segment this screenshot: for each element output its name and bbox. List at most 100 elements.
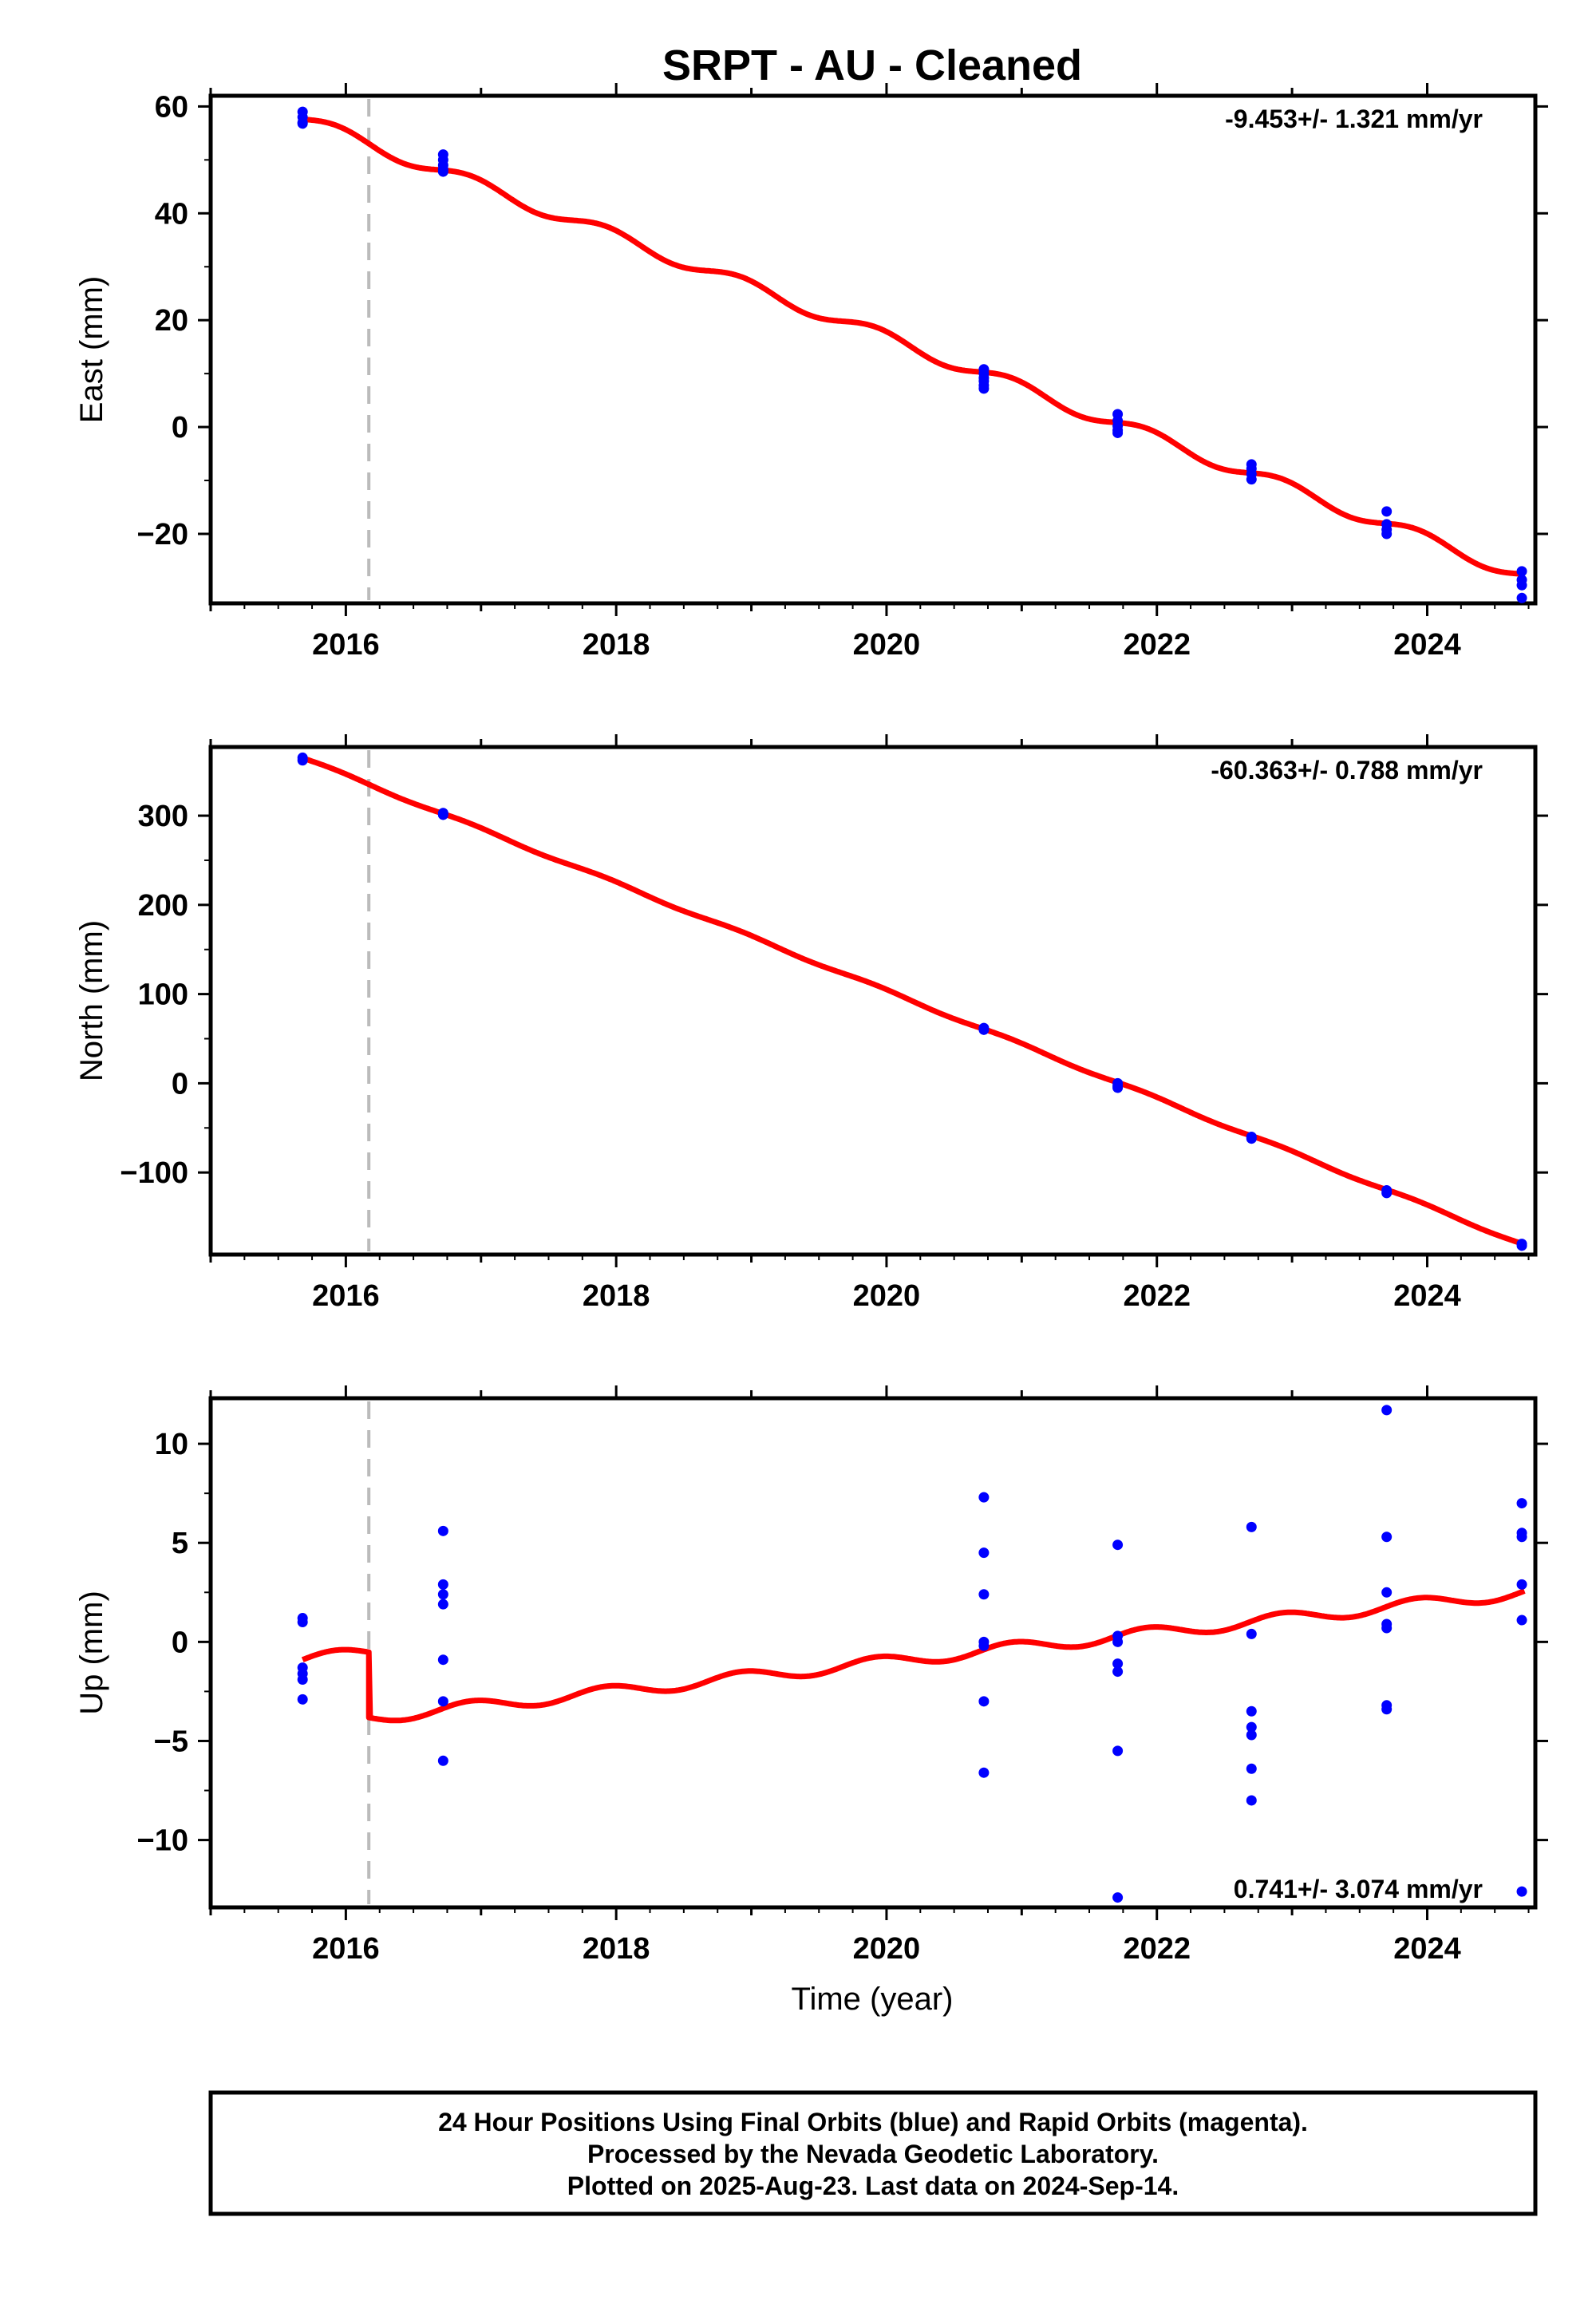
north-x-tick-label: 2022 bbox=[1123, 1279, 1191, 1313]
up-x-tick-label: 2024 bbox=[1393, 1932, 1461, 1966]
up-data-point bbox=[437, 1525, 448, 1536]
up-x-tick-label: 2020 bbox=[853, 1932, 921, 1966]
up-data-point bbox=[1246, 1705, 1257, 1717]
up-data-point bbox=[978, 1589, 990, 1600]
up-panel: 2016 2018 2020 2022 2024 −10 −5 0 5 10 Up (mm) 0.74… bbox=[74, 1385, 1548, 1966]
north-data-point bbox=[1246, 1133, 1257, 1144]
north-data-point bbox=[1112, 1082, 1124, 1093]
north-y-tick-label: 200 bbox=[138, 889, 188, 923]
east-data-point bbox=[297, 118, 308, 129]
up-y-tick-label: 0 bbox=[172, 1626, 188, 1659]
east-panel: 2016 2018 2020 2022 2024 −20 0 20 40 60 East (mm) -… bbox=[74, 83, 1548, 662]
north-panel: 2016 2018 2020 2022 2024 −100 0 100 200 300 North … bbox=[74, 734, 1548, 1313]
north-y-tick-label: 0 bbox=[172, 1067, 188, 1101]
up-data-point bbox=[437, 1589, 448, 1600]
up-data-point bbox=[437, 1599, 448, 1610]
up-data-point bbox=[437, 1755, 448, 1766]
east-data-point bbox=[1246, 474, 1257, 485]
up-y-tick-label: −5 bbox=[154, 1725, 188, 1758]
up-data-point bbox=[1381, 1405, 1393, 1416]
up-y-axis-label: Up (mm) bbox=[74, 1591, 109, 1715]
up-data-point bbox=[978, 1767, 990, 1778]
up-y-tick-label: 10 bbox=[155, 1428, 188, 1461]
north-x-tick-label: 2018 bbox=[583, 1279, 650, 1313]
up-x-tick-label: 2018 bbox=[583, 1932, 650, 1966]
up-data-point bbox=[1246, 1763, 1257, 1774]
east-plot-frame bbox=[208, 93, 1538, 606]
up-y-tick-label: 5 bbox=[172, 1527, 188, 1560]
up-fit-line bbox=[301, 1588, 1527, 1724]
up-data-point bbox=[1516, 1498, 1527, 1509]
north-fit-line bbox=[301, 755, 1527, 1247]
up-data-point bbox=[1112, 1636, 1124, 1647]
up-data-point bbox=[978, 1696, 990, 1707]
north-y-tick-label: −100 bbox=[120, 1156, 188, 1190]
up-rate-label: 0.741+/- 3.074 mm/yr bbox=[1234, 1875, 1483, 1903]
up-data-point bbox=[1246, 1795, 1257, 1806]
footer-box: 24 Hour Positions Using Final Orbits (bl… bbox=[208, 2090, 1538, 2216]
up-data-point bbox=[1246, 1521, 1257, 1532]
up-data-point bbox=[1381, 1531, 1393, 1543]
up-data-point bbox=[1112, 1666, 1124, 1678]
north-rate-label: -60.363+/- 0.788 mm/yr bbox=[1211, 756, 1483, 785]
north-y-tick-label: 300 bbox=[138, 800, 188, 833]
up-data-point bbox=[1112, 1892, 1124, 1903]
up-data-point bbox=[978, 1492, 990, 1503]
up-data-point bbox=[1516, 1614, 1527, 1626]
up-data-point bbox=[978, 1547, 990, 1559]
up-data-point bbox=[1381, 1587, 1393, 1598]
up-data-point bbox=[1516, 1579, 1527, 1590]
up-data-point bbox=[1246, 1721, 1257, 1733]
up-data-point bbox=[1112, 1745, 1124, 1757]
east-data-point bbox=[1381, 528, 1393, 539]
north-data-point bbox=[1516, 1240, 1527, 1251]
east-x-tick-label: 2016 bbox=[312, 628, 380, 662]
east-data-point bbox=[1516, 579, 1527, 591]
east-y-tick-label: 60 bbox=[155, 90, 188, 124]
north-data-point bbox=[978, 1024, 990, 1035]
up-data-point bbox=[1381, 1704, 1393, 1715]
north-data-point bbox=[297, 755, 308, 766]
north-y-axis-label: North (mm) bbox=[74, 920, 109, 1081]
up-data-point bbox=[1246, 1729, 1257, 1741]
up-data-point bbox=[437, 1579, 448, 1590]
east-y-tick-label: −20 bbox=[137, 518, 188, 551]
east-data-point bbox=[1516, 592, 1527, 603]
up-data-point bbox=[1246, 1628, 1257, 1639]
footer-line-3: Plotted on 2025-Aug-23. Last data on 202… bbox=[567, 2172, 1179, 2200]
east-x-tick-label: 2024 bbox=[1393, 628, 1461, 662]
north-x-tick-label: 2024 bbox=[1393, 1279, 1461, 1313]
up-x-tick-label: 2016 bbox=[312, 1932, 380, 1966]
north-data-point bbox=[437, 809, 448, 820]
up-data-point bbox=[1381, 1622, 1393, 1634]
east-fit-line bbox=[301, 117, 1527, 578]
up-data-point bbox=[437, 1654, 448, 1666]
footer-frame bbox=[208, 2090, 1538, 2216]
chart-title: SRPT - AU - Cleaned bbox=[662, 41, 1082, 89]
up-data-point bbox=[297, 1694, 308, 1705]
east-rate-label: -9.453+/- 1.321 mm/yr bbox=[1225, 105, 1483, 133]
footer-line-2: Processed by the Nevada Geodetic Laborat… bbox=[587, 2140, 1159, 2168]
north-x-tick-label: 2020 bbox=[853, 1279, 921, 1313]
east-data-point bbox=[437, 166, 448, 177]
up-data-point bbox=[437, 1696, 448, 1707]
east-data-point bbox=[1381, 506, 1393, 517]
east-y-axis-label: East (mm) bbox=[74, 276, 109, 423]
up-data-point bbox=[978, 1640, 990, 1651]
east-y-tick-label: 40 bbox=[155, 197, 188, 231]
east-x-tick-label: 2020 bbox=[853, 628, 921, 662]
up-data-point bbox=[1112, 1658, 1124, 1670]
x-axis-label: Time (year) bbox=[792, 1982, 954, 2017]
up-y-tick-label: −10 bbox=[137, 1824, 188, 1858]
up-x-tick-label: 2022 bbox=[1123, 1932, 1191, 1966]
north-data-point bbox=[1381, 1188, 1393, 1199]
up-data-point bbox=[297, 1674, 308, 1686]
east-data-point bbox=[1516, 566, 1527, 577]
up-data-point bbox=[1516, 1886, 1527, 1897]
east-y-tick-label: 20 bbox=[155, 304, 188, 338]
up-data-point bbox=[1516, 1531, 1527, 1543]
up-data-point bbox=[297, 1617, 308, 1628]
footer-line-1: 24 Hour Positions Using Final Orbits (bl… bbox=[438, 2108, 1308, 2136]
east-x-tick-label: 2022 bbox=[1123, 628, 1191, 662]
east-data-point bbox=[978, 383, 990, 394]
